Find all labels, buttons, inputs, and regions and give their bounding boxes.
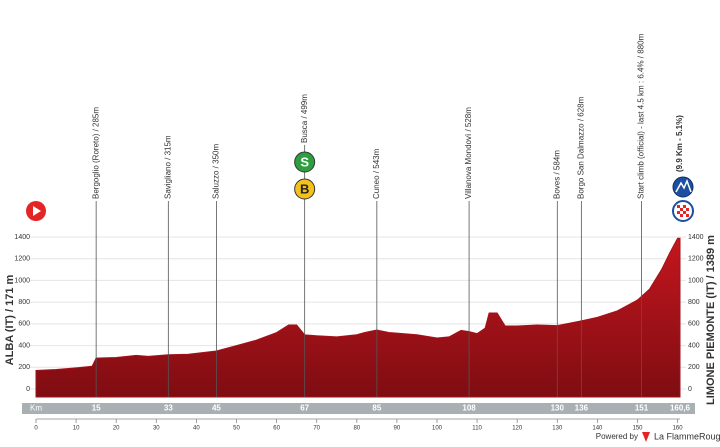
waypoint-label: Boves / 584m xyxy=(552,150,561,199)
km-marker: 151 xyxy=(635,404,649,413)
x-tick-label: 90 xyxy=(394,426,401,432)
km-marker: 85 xyxy=(372,404,381,413)
x-tick-label: 140 xyxy=(592,426,603,432)
waypoint-label: Start climb (official) - last 4.5 km : 6… xyxy=(637,33,646,199)
checkered xyxy=(677,205,689,217)
start-arrow xyxy=(33,206,41,216)
x-tick-label: 130 xyxy=(552,426,563,432)
x-tick-label: 20 xyxy=(113,426,120,432)
y-tick-label: 200 xyxy=(18,364,30,371)
x-tick-label: 30 xyxy=(153,426,160,432)
km-marker: 160,6 xyxy=(670,404,691,413)
x-tick-label: 110 xyxy=(472,426,482,432)
x-tick-label: 80 xyxy=(353,426,360,432)
km-title: Km xyxy=(30,404,42,413)
waypoint-icon xyxy=(294,151,316,173)
y-tick-label: 1400 xyxy=(14,234,30,241)
y-tick-label: 1400 xyxy=(688,234,704,241)
km-band xyxy=(22,403,695,414)
y-tick-label: 1200 xyxy=(688,256,704,263)
y-tick-label: 800 xyxy=(18,299,30,306)
x-tick-label: 150 xyxy=(632,426,643,432)
x-tick-label: 60 xyxy=(273,426,280,432)
km-marker: 136 xyxy=(575,404,589,413)
y-tick-label: 800 xyxy=(688,299,700,306)
km-marker: 67 xyxy=(300,404,309,413)
waypoint-label: Borgo San Dalmazzo / 628m xyxy=(576,96,585,199)
km-marker: 45 xyxy=(212,404,221,413)
x-tick-label: 50 xyxy=(233,426,240,432)
y-tick-label: 600 xyxy=(688,321,700,328)
brand: La FlammeRouge xyxy=(654,431,720,441)
finish-label: LIMONE PIEMONTE (IT) / 1389 m xyxy=(705,235,717,405)
waypoint-icon-text: S xyxy=(300,154,309,169)
x-tick-label: 70 xyxy=(313,426,320,432)
y-tick-label: 400 xyxy=(18,342,30,349)
y-tick-label: 0 xyxy=(688,386,692,393)
waypoint-label: Bergoglio (Roreto) / 285m xyxy=(91,107,100,199)
start-label: ALBA (IT) / 171 m xyxy=(4,274,16,365)
waypoint-icon xyxy=(294,178,316,200)
x-tick-label: 10 xyxy=(73,426,80,432)
waypoint-icon-text: B xyxy=(300,181,309,196)
x-tick-label: 0 xyxy=(34,426,38,432)
waypoint-label: Busca / 499m xyxy=(300,94,309,143)
y-tick-label: 1200 xyxy=(14,256,30,263)
waypoint-label: (9.9 Km - 5.1%) xyxy=(675,115,684,172)
x-tick-label: 160 xyxy=(673,426,684,432)
waypoint-label: Cuneo / 543m xyxy=(372,148,381,199)
km-marker: 108 xyxy=(462,404,476,413)
waypoint-label: Savigliano / 315m xyxy=(163,135,172,199)
brand-logo xyxy=(642,432,650,442)
elevation-area xyxy=(35,237,681,398)
y-tick-label: 200 xyxy=(688,364,700,371)
y-tick-label: 0 xyxy=(26,386,30,393)
km-marker: 33 xyxy=(164,404,173,413)
powered-by: Powered by xyxy=(596,432,638,441)
climb-symbol xyxy=(675,178,692,193)
x-tick-label: 100 xyxy=(432,426,443,432)
y-tick-label: 1000 xyxy=(14,277,30,284)
x-tick-label: 120 xyxy=(512,426,523,432)
km-marker: 15 xyxy=(92,404,101,413)
y-tick-label: 1000 xyxy=(688,277,704,284)
x-tick-label: 40 xyxy=(193,426,200,432)
waypoint-label: Villanova Mondovì / 528m xyxy=(464,107,473,199)
y-tick-label: 400 xyxy=(688,342,700,349)
y-tick-label: 600 xyxy=(18,321,30,328)
km-marker: 130 xyxy=(551,404,565,413)
waypoint-label: Saluzzo / 350m xyxy=(212,144,221,199)
